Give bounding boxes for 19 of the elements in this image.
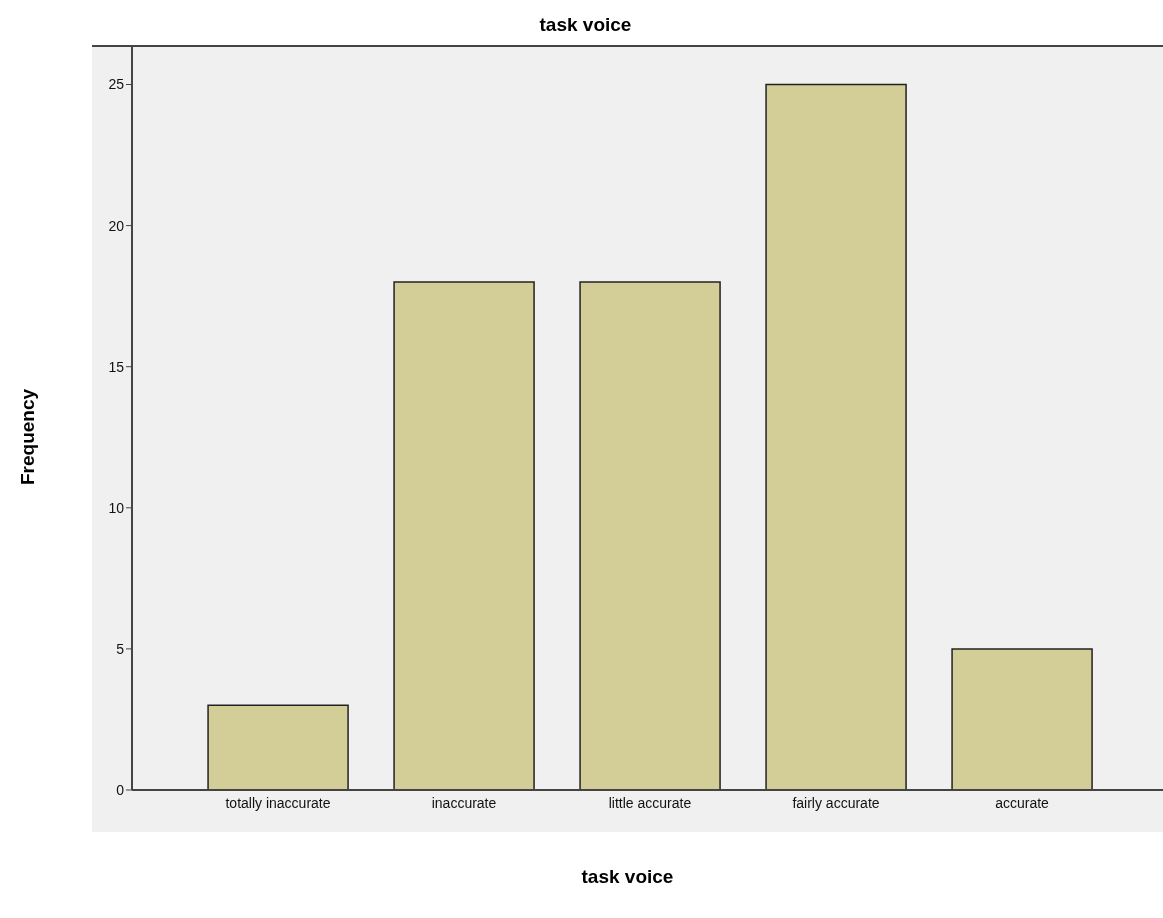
y-tick-label: 15: [108, 358, 125, 375]
bar: [765, 83, 907, 790]
x-tick-label: totally inaccurate: [225, 794, 331, 811]
bar: [393, 281, 535, 790]
x-axis-title: task voice: [580, 866, 675, 888]
chart-title: task voice: [538, 14, 633, 36]
bar: [579, 281, 721, 790]
y-tick-label: 0: [116, 781, 125, 798]
y-tick-label: 25: [108, 76, 125, 93]
y-tick-label: 20: [108, 217, 125, 234]
bar: [951, 648, 1093, 790]
x-tick-label: inaccurate: [431, 794, 497, 811]
bar: [207, 704, 349, 790]
x-tick-label: fairly accurate: [792, 794, 880, 811]
x-tick-label: accurate: [995, 794, 1050, 811]
y-axis-title: Frequency: [17, 387, 39, 487]
y-tick-label: 10: [108, 499, 125, 516]
x-tick-label: little accurate: [608, 794, 692, 811]
y-tick-label: 5: [116, 640, 125, 657]
